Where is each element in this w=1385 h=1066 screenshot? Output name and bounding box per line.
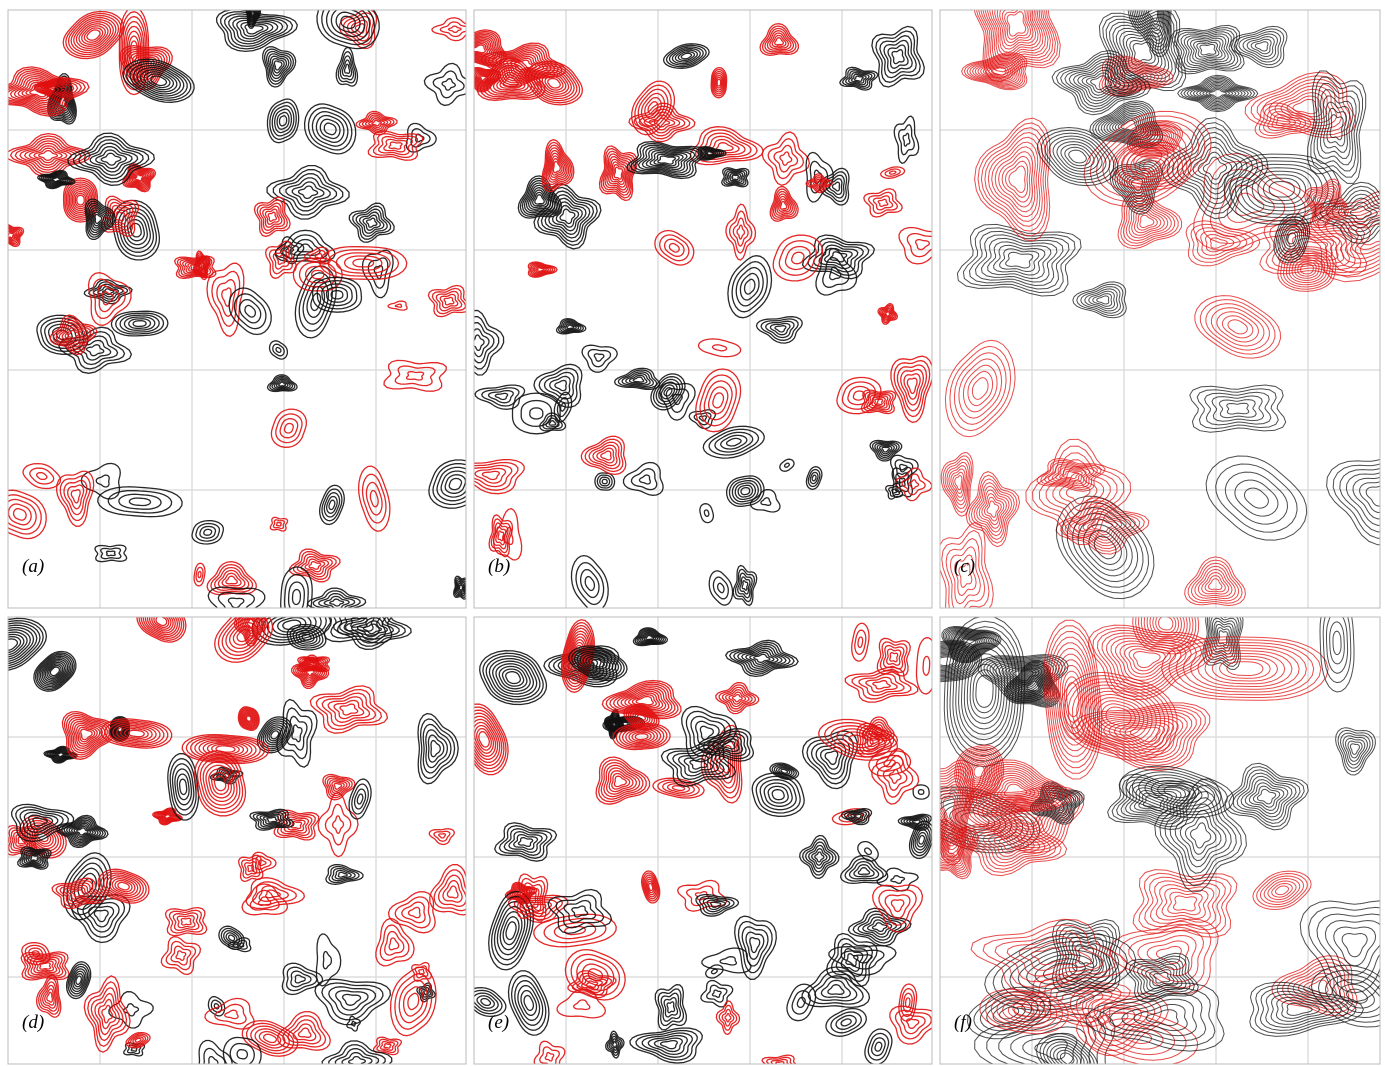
page: (a)(b)(c)(d)(e)(f) (() => { const data =… <box>0 0 1385 1066</box>
contour-panel <box>0 600 474 1066</box>
panel-label: (d) <box>22 1012 44 1033</box>
figure: (a) (b) (c) (d) (e) (f) <box>0 0 1385 1066</box>
contour-panel <box>460 617 938 1066</box>
panel-label: (a) <box>22 556 44 577</box>
panel-label: (f) <box>954 1012 972 1033</box>
contour-panel <box>910 593 1385 1066</box>
panel-label: (c) <box>954 556 975 577</box>
contour-panel <box>447 10 949 611</box>
contour-panel <box>938 0 1385 628</box>
panel-label: (e) <box>488 1012 509 1033</box>
contour-panel <box>0 0 482 627</box>
panel-label: (b) <box>488 556 510 577</box>
